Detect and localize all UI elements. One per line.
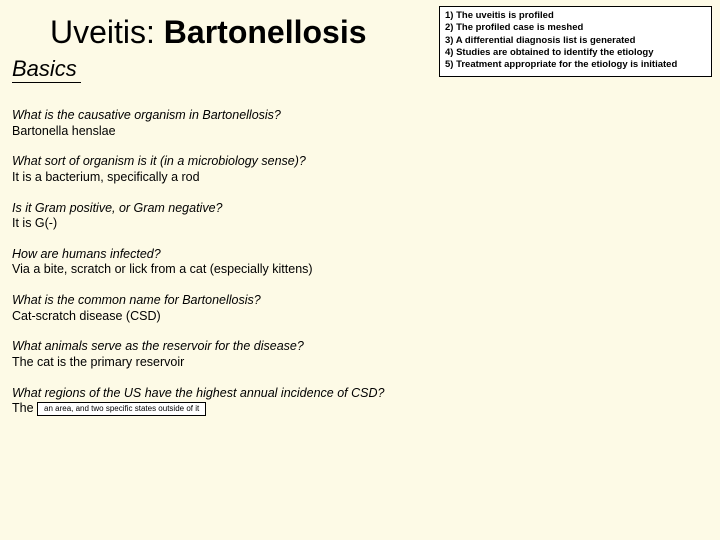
step-5: 5) Treatment appropriate for the etiolog…: [445, 59, 706, 71]
qa-block: What is the common name for Bartonellosi…: [12, 293, 572, 324]
qa-block: What animals serve as the reservoir for …: [12, 339, 572, 370]
title-prefix: Uveitis:: [50, 14, 164, 50]
question: What animals serve as the reservoir for …: [12, 339, 572, 355]
question: How are humans infected?: [12, 247, 572, 263]
answer: Via a bite, scratch or lick from a cat (…: [12, 262, 572, 278]
answer: It is G(-): [12, 216, 572, 232]
answer-prefix: The: [12, 401, 37, 415]
answer-with-box: The an area, and two specific states out…: [12, 401, 572, 417]
step-4: 4) Studies are obtained to identify the …: [445, 47, 706, 59]
answer: The cat is the primary reservoir: [12, 355, 572, 371]
question: What is the causative organism in Barton…: [12, 108, 572, 124]
content-area: What is the causative organism in Barton…: [12, 108, 572, 432]
answer: Cat-scratch disease (CSD): [12, 309, 572, 325]
title-bold: Bartonellosis: [164, 14, 367, 50]
qa-block: What is the causative organism in Barton…: [12, 108, 572, 139]
step-3: 3) A differential diagnosis list is gene…: [445, 35, 706, 47]
qa-block: How are humans infected? Via a bite, scr…: [12, 247, 572, 278]
answer: It is a bacterium, specifically a rod: [12, 170, 572, 186]
answer: Bartonella henslae: [12, 124, 572, 140]
step-1: 1) The uveitis is profiled: [445, 10, 706, 22]
page-title: Uveitis: Bartonellosis: [50, 14, 367, 51]
question: Is it Gram positive, or Gram negative?: [12, 201, 572, 217]
question: What regions of the US have the highest …: [12, 386, 572, 402]
qa-block: Is it Gram positive, or Gram negative? I…: [12, 201, 572, 232]
answer-blank-box: an area, and two specific states outside…: [37, 402, 206, 416]
steps-box: 1) The uveitis is profiled 2) The profil…: [439, 6, 712, 77]
step-2: 2) The profiled case is meshed: [445, 22, 706, 34]
subtitle: Basics: [12, 56, 81, 83]
qa-block-last: What regions of the US have the highest …: [12, 386, 572, 417]
question: What sort of organism is it (in a microb…: [12, 154, 572, 170]
question: What is the common name for Bartonellosi…: [12, 293, 572, 309]
qa-block: What sort of organism is it (in a microb…: [12, 154, 572, 185]
